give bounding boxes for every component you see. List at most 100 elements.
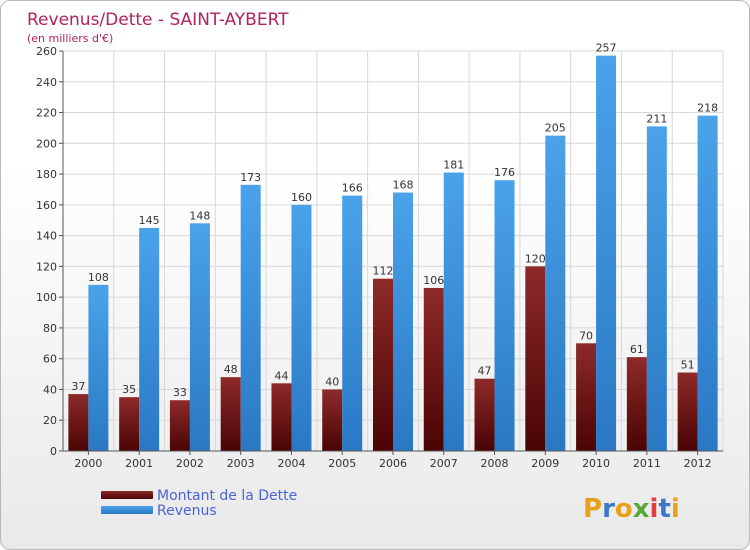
debt-value-label-2000: 37 [71, 380, 85, 393]
y-tick-label: 20 [43, 414, 57, 427]
x-tick-label-2005: 2005 [328, 457, 356, 470]
legend-label-debt: Montant de la Dette [157, 488, 297, 504]
y-tick-label: 200 [36, 137, 57, 150]
debt-value-label-2008: 47 [478, 365, 492, 378]
y-tick-label: 160 [36, 199, 57, 212]
revenue-bar-2006 [393, 192, 413, 452]
debt-value-label-2003: 48 [224, 363, 238, 376]
debt-bar-2000 [68, 394, 89, 451]
revenue-value-label-2005: 166 [342, 182, 363, 195]
revenue-value-label-2011: 211 [646, 112, 667, 125]
revenue-bar-2009 [545, 135, 566, 451]
y-tick-label: 260 [36, 45, 57, 58]
revenue-bar-2010 [596, 55, 617, 451]
revenue-value-label-2008: 176 [494, 166, 515, 179]
x-tick-label-2001: 2001 [125, 457, 153, 470]
revenue-value-label-2006: 168 [393, 179, 414, 192]
revenue-value-label-2002: 148 [189, 209, 210, 222]
y-tick-label: 0 [50, 445, 57, 458]
logo-letter: i [650, 494, 659, 524]
debt-bar-2011 [626, 357, 647, 451]
y-tick-label: 240 [36, 76, 57, 89]
revenue-bar-2002 [189, 223, 210, 451]
revenue-bar-2001 [139, 227, 160, 451]
debt-bar-2003 [220, 377, 241, 451]
debt-bar-2008 [474, 378, 495, 451]
logo-letter: o [615, 494, 633, 524]
logo-letter: x [633, 494, 650, 524]
revenue-bar-2011 [646, 126, 667, 451]
revenue-value-label-2009: 205 [545, 122, 566, 135]
debt-bar-2001 [119, 397, 140, 451]
x-tick-label-2011: 2011 [633, 457, 661, 470]
revenue-bar-2000 [88, 284, 109, 451]
y-tick-label: 40 [43, 383, 57, 396]
debt-bar-2004 [271, 383, 292, 451]
y-tick-label: 180 [36, 168, 57, 181]
debt-value-label-2011: 61 [630, 343, 644, 356]
logo-letter: P [583, 494, 602, 524]
logo-letter: r [602, 494, 615, 524]
legend-label-revenue: Revenus [157, 503, 217, 519]
debt-value-label-2006: 112 [373, 265, 394, 278]
revenue-bar-2008 [494, 180, 515, 451]
debt-value-label-2010: 70 [579, 329, 593, 342]
revenue-bar-2012 [697, 115, 718, 451]
y-tick-label: 120 [36, 260, 57, 273]
y-tick-label: 60 [43, 353, 57, 366]
debt-bar-2002 [169, 400, 190, 451]
revenue-value-label-2010: 257 [596, 42, 617, 55]
chart-title: Revenus/Dette - SAINT-AYBERT [27, 10, 289, 30]
debt-value-label-2007: 106 [423, 274, 444, 287]
debt-value-label-2001: 35 [122, 383, 136, 396]
revenue-bar-2007 [443, 172, 464, 452]
legend-swatch-debt [101, 491, 153, 499]
y-tick-label: 140 [36, 230, 57, 243]
revenue-bar-2005 [342, 195, 363, 451]
axis-layer: 0 20 40 60 80 100 120 140 160 180 200 220 240 260 2000… [36, 45, 723, 470]
debt-bar-2010 [576, 343, 597, 451]
bars-layer: 37 108 35 145 33 148 48 173 44 160 40 166 112 168 106 1… [68, 42, 718, 452]
x-tick-label-2002: 2002 [176, 457, 204, 470]
x-tick-label-2007: 2007 [430, 457, 458, 470]
proxiti-logo-text: Proxiti [583, 494, 680, 524]
y-tick-label: 80 [43, 322, 57, 335]
debt-value-label-2005: 40 [325, 375, 339, 388]
x-tick-label-2009: 2009 [531, 457, 559, 470]
debt-bar-2009 [525, 266, 546, 451]
y-tick-label: 220 [36, 107, 57, 120]
revenue-value-label-2004: 160 [291, 191, 312, 204]
logo-letter: i [671, 494, 680, 524]
debt-bar-2006 [373, 278, 393, 451]
debt-value-label-2012: 51 [681, 359, 695, 372]
revenue-bar-2003 [240, 184, 261, 451]
x-tick-label-2006: 2006 [379, 457, 407, 470]
y-tick-label: 100 [36, 291, 57, 304]
x-tick-label-2003: 2003 [227, 457, 255, 470]
revenue-value-label-2007: 181 [443, 159, 464, 172]
x-tick-label-2010: 2010 [582, 457, 610, 470]
legend-swatch-revenue [101, 506, 153, 514]
logo-letter: t [658, 494, 670, 524]
x-tick-label-2004: 2004 [277, 457, 305, 470]
revenue-value-label-2001: 145 [139, 214, 160, 227]
grid-layer [62, 50, 724, 452]
debt-bar-2005 [322, 389, 343, 451]
debt-bar-2012 [677, 372, 698, 451]
debt-value-label-2004: 44 [274, 369, 288, 382]
revenue-value-label-2012: 218 [697, 102, 718, 115]
debt-value-label-2009: 120 [525, 252, 546, 265]
x-tick-label-2012: 2012 [684, 457, 712, 470]
chart-subtitle: (en milliers d'€) [27, 32, 113, 45]
revenue-value-label-2000: 108 [88, 271, 109, 284]
x-tick-label-2000: 2000 [74, 457, 102, 470]
debt-value-label-2002: 33 [173, 386, 187, 399]
x-tick-label-2008: 2008 [481, 457, 509, 470]
revenue-bar-2004 [291, 204, 312, 451]
proxiti-logo: Proxiti [583, 494, 680, 524]
debt-bar-2007 [423, 287, 444, 451]
revenue-value-label-2003: 173 [240, 171, 261, 184]
